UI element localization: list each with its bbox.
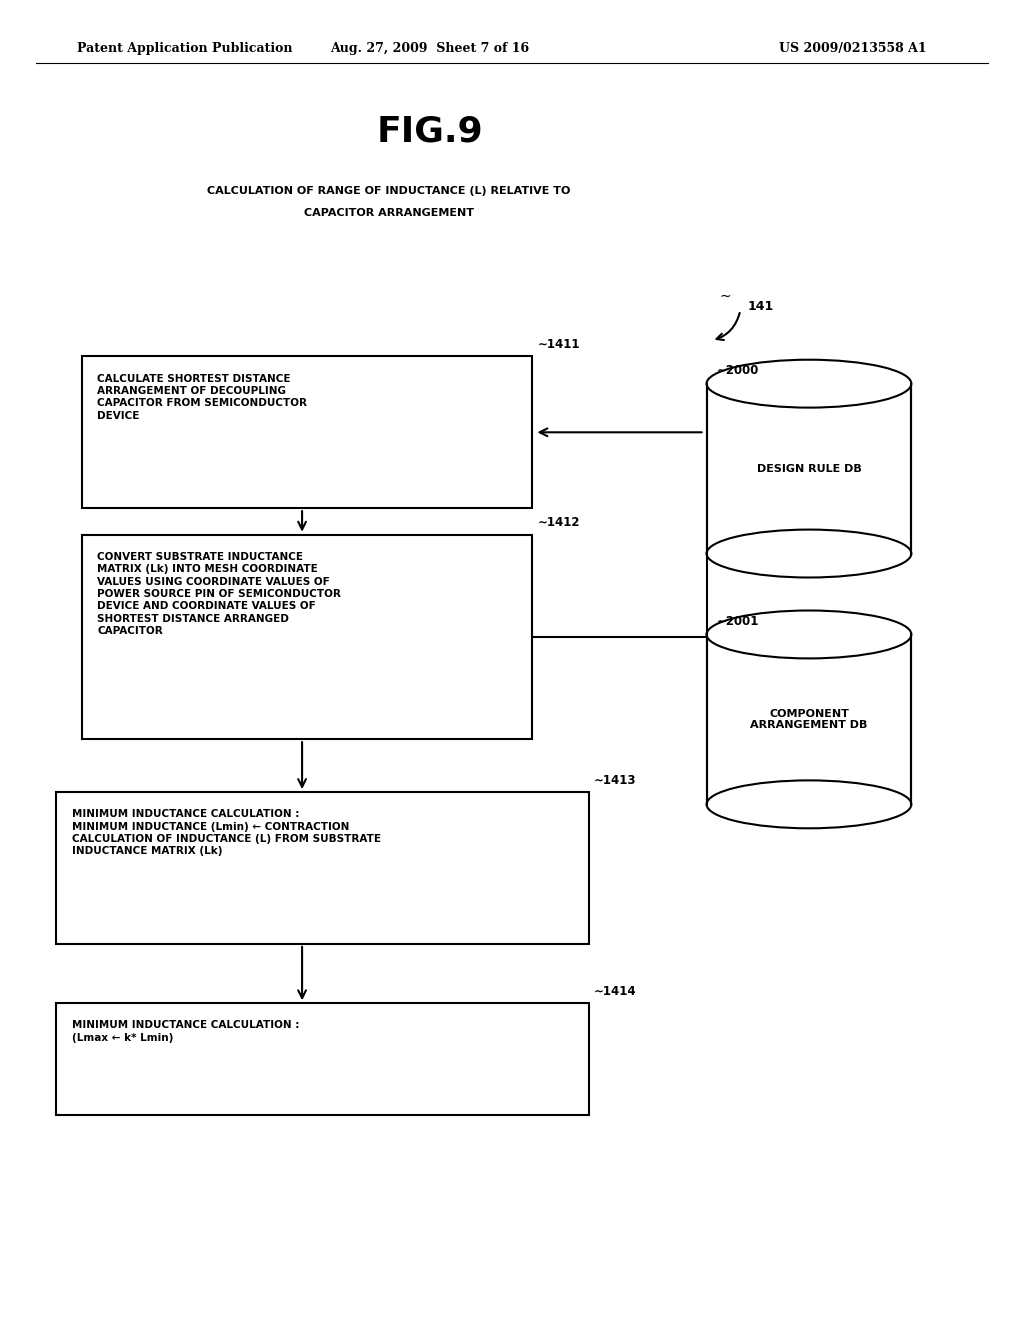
Text: MINIMUM INDUCTANCE CALCULATION :
(Lmax ← k* Lmin): MINIMUM INDUCTANCE CALCULATION : (Lmax ←…	[72, 1020, 299, 1043]
Bar	[709, 635, 909, 804]
Bar	[707, 384, 911, 578]
Text: ∼1411: ∼1411	[538, 338, 581, 351]
Text: ∼2000: ∼2000	[717, 364, 759, 378]
Text: ∼1413: ∼1413	[594, 774, 637, 787]
Text: US 2009/0213558 A1: US 2009/0213558 A1	[779, 42, 927, 55]
Ellipse shape	[707, 611, 911, 659]
Text: COMPONENT
ARRANGEMENT DB: COMPONENT ARRANGEMENT DB	[751, 709, 867, 730]
Text: CALCULATION OF RANGE OF INDUCTANCE (L) RELATIVE TO: CALCULATION OF RANGE OF INDUCTANCE (L) R…	[208, 186, 570, 197]
Text: MINIMUM INDUCTANCE CALCULATION :
MINIMUM INDUCTANCE (Lmin) ← CONTRACTION
CALCULA: MINIMUM INDUCTANCE CALCULATION : MINIMUM…	[72, 809, 381, 857]
Bar	[709, 384, 909, 553]
Text: DESIGN RULE DB: DESIGN RULE DB	[757, 463, 861, 474]
Bar	[56, 1003, 589, 1115]
Text: ∼: ∼	[719, 289, 731, 302]
Text: Aug. 27, 2009  Sheet 7 of 16: Aug. 27, 2009 Sheet 7 of 16	[331, 42, 529, 55]
Ellipse shape	[707, 529, 911, 578]
Bar	[707, 635, 911, 829]
Text: CALCULATE SHORTEST DISTANCE
ARRANGEMENT OF DECOUPLING
CAPACITOR FROM SEMICONDUCT: CALCULATE SHORTEST DISTANCE ARRANGEMENT …	[97, 374, 307, 421]
Text: ∼1412: ∼1412	[538, 516, 581, 529]
Bar	[56, 792, 589, 944]
Text: 141: 141	[748, 300, 774, 313]
Bar	[82, 535, 532, 739]
Text: FIG.9: FIG.9	[377, 115, 483, 149]
Text: CAPACITOR ARRANGEMENT: CAPACITOR ARRANGEMENT	[304, 207, 474, 218]
Bar	[82, 356, 532, 508]
Text: ∼2001: ∼2001	[717, 615, 759, 628]
Text: CONVERT SUBSTRATE INDUCTANCE
MATRIX (Lk) INTO MESH COORDINATE
VALUES USING COORD: CONVERT SUBSTRATE INDUCTANCE MATRIX (Lk)…	[97, 552, 341, 636]
Text: Patent Application Publication: Patent Application Publication	[77, 42, 292, 55]
Ellipse shape	[707, 780, 911, 829]
Ellipse shape	[707, 359, 911, 408]
Text: ∼1414: ∼1414	[594, 985, 637, 998]
